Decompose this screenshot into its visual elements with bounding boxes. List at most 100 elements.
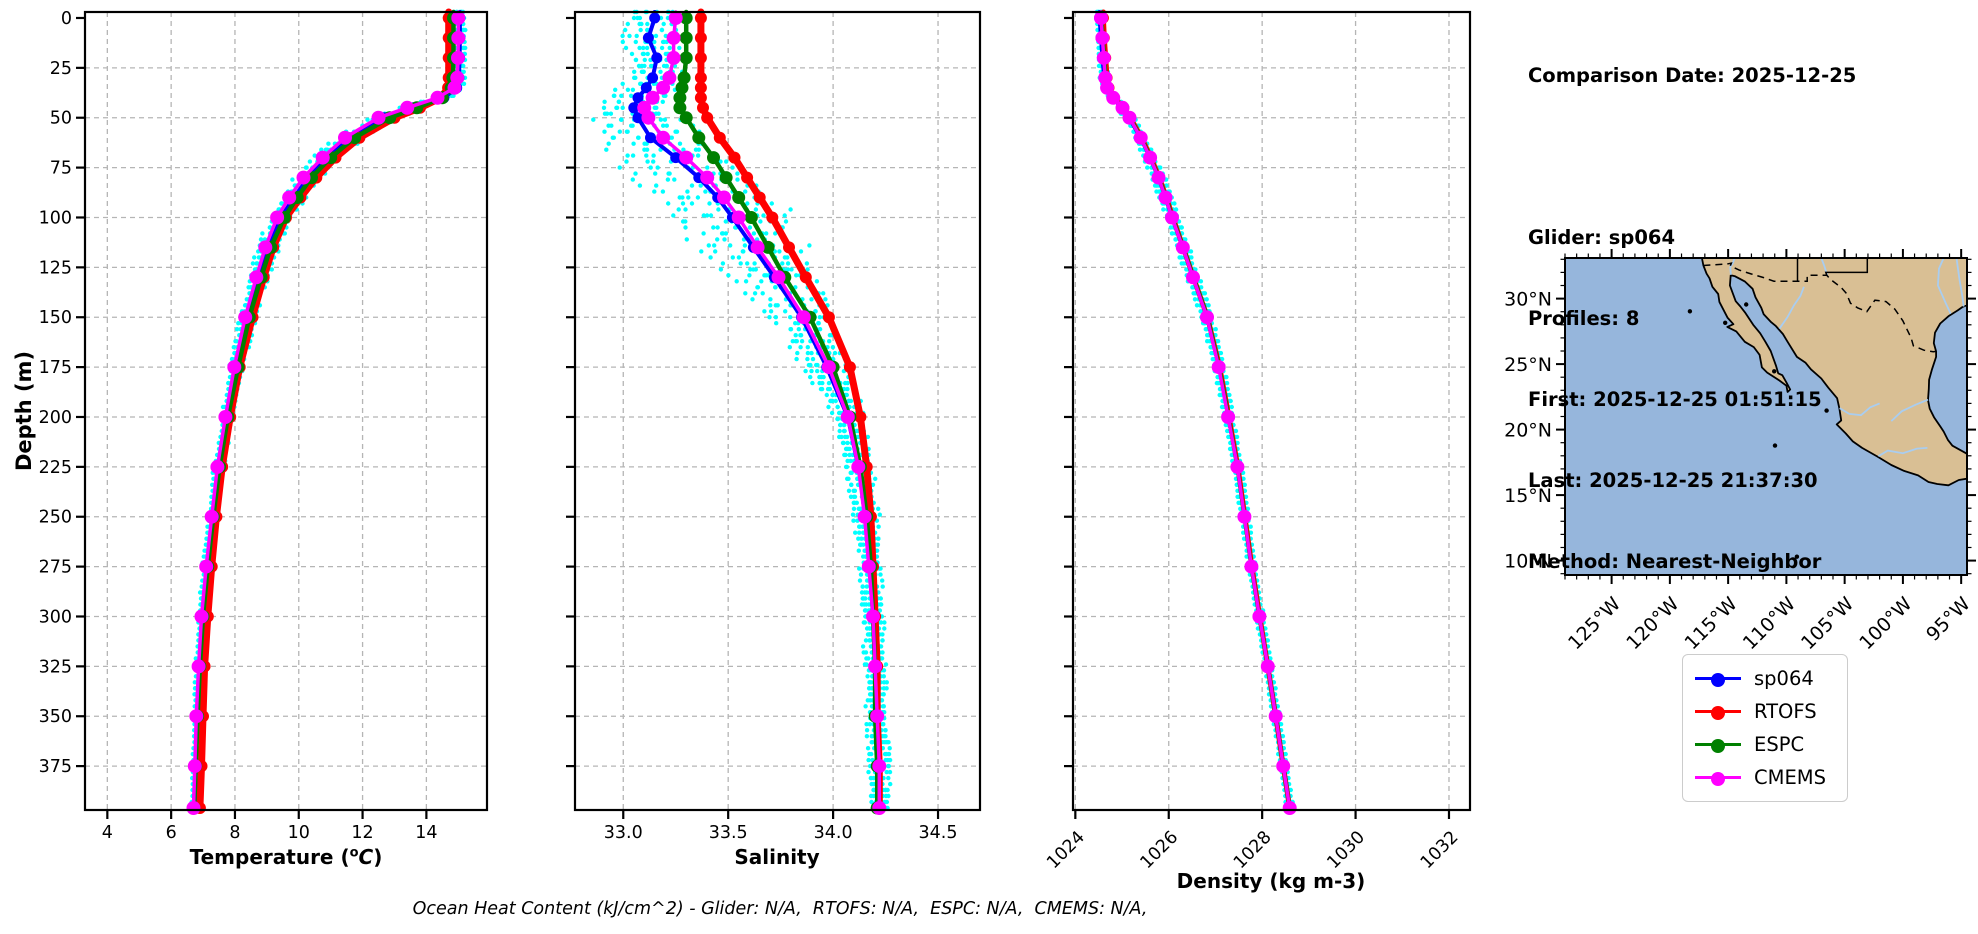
series-RTOFS xyxy=(694,8,886,814)
map-island xyxy=(1794,554,1800,559)
svg-text:1026: 1026 xyxy=(1137,827,1183,873)
legend-item-RTOFS: RTOFS xyxy=(1683,695,1847,728)
glider-id: Glider: sp064 xyxy=(1528,226,1676,249)
series-CMEMS xyxy=(637,10,887,815)
svg-text:200: 200 xyxy=(39,408,72,428)
svg-text:30°N: 30°N xyxy=(1504,289,1552,311)
legend-label: RTOFS xyxy=(1754,699,1817,723)
ocean-heat-content-footer: Ocean Heat Content (kJ/cm^2) - Glider: N… xyxy=(412,899,1148,919)
svg-text:125°W: 125°W xyxy=(1564,593,1625,654)
svg-text:1028: 1028 xyxy=(1230,827,1276,873)
density-plot: 1024 1026 1028 1030 1032 xyxy=(1043,9,1472,873)
svg-text:125: 125 xyxy=(39,258,72,278)
svg-text:12: 12 xyxy=(351,823,373,843)
svg-text:250: 250 xyxy=(39,508,72,528)
legend-label: sp064 xyxy=(1754,666,1814,690)
info-panel: Comparison Date: 2025-12-25 Glider: sp06… xyxy=(1528,8,1856,602)
legend-label: CMEMS xyxy=(1754,765,1826,789)
svg-text:115°W: 115°W xyxy=(1680,593,1741,654)
map-river xyxy=(1936,258,1952,315)
legend-marker-dot xyxy=(1711,739,1725,753)
svg-text:34.5: 34.5 xyxy=(919,823,958,843)
legend-line-sample xyxy=(1695,772,1741,786)
legend-marker-dot xyxy=(1711,706,1725,720)
svg-text:20°N: 20°N xyxy=(1504,420,1552,442)
svg-text:150: 150 xyxy=(39,308,72,328)
temperature-axis-label-text: Temperature ( xyxy=(189,845,350,869)
svg-text:4: 4 xyxy=(102,823,113,843)
svg-text:100: 100 xyxy=(39,208,72,228)
first-profile-time: First: 2025-12-25 01:51:15 xyxy=(1528,388,1822,411)
svg-text:6: 6 xyxy=(166,823,177,843)
comparison-date: Comparison Date: 2025-12-25 xyxy=(1528,64,1857,87)
last-profile-time: Last: 2025-12-25 21:37:30 xyxy=(1528,469,1818,492)
map-land xyxy=(1701,258,1967,487)
legend-line-sample xyxy=(1695,673,1741,687)
svg-text:225: 225 xyxy=(39,458,72,478)
map-island xyxy=(1772,443,1778,448)
svg-text:275: 275 xyxy=(39,558,72,578)
glider-raw-points xyxy=(1094,9,1295,811)
series-CMEMS xyxy=(1094,10,1297,815)
svg-text:1032: 1032 xyxy=(1417,827,1463,873)
svg-text:325: 325 xyxy=(39,657,72,677)
salinity-plot: 33.0 33.5 34.0 34.5 xyxy=(566,8,982,843)
svg-text:10: 10 xyxy=(288,823,310,843)
legend-marker-dot xyxy=(1711,673,1725,687)
map-island xyxy=(1744,302,1749,307)
svg-text:25: 25 xyxy=(50,59,72,79)
map-state-line xyxy=(1824,258,1869,276)
series-sp064 xyxy=(1094,10,1296,814)
svg-text:10°N: 10°N xyxy=(1504,551,1552,573)
svg-text:175: 175 xyxy=(39,358,72,378)
svg-text:8: 8 xyxy=(229,823,240,843)
svg-text:14: 14 xyxy=(415,823,437,843)
svg-text:25°N: 25°N xyxy=(1504,354,1552,376)
svg-text:0: 0 xyxy=(61,9,72,29)
map-border-dashed xyxy=(1703,262,1937,353)
svg-text:375: 375 xyxy=(39,757,72,777)
temperature-axis-label: Temperature (oC) xyxy=(190,845,383,869)
profiles-count: Profiles: 8 xyxy=(1528,307,1640,330)
legend-item-sp064: sp064 xyxy=(1683,662,1847,695)
svg-text:15°N: 15°N xyxy=(1504,485,1552,507)
map-island xyxy=(1824,408,1829,413)
map-island xyxy=(1723,320,1728,325)
map-river xyxy=(1729,258,1736,275)
map-geography xyxy=(1565,258,1967,575)
svg-text:75: 75 xyxy=(50,159,72,179)
method: Method: Nearest-Neighbor xyxy=(1528,550,1822,573)
map-river xyxy=(1778,286,1805,330)
svg-text:110°W: 110°W xyxy=(1739,593,1800,654)
info-spacer xyxy=(1528,143,1856,170)
map-river xyxy=(1877,447,1928,457)
series-ESPC xyxy=(1095,10,1296,814)
svg-text:350: 350 xyxy=(39,707,72,727)
svg-text:33.5: 33.5 xyxy=(709,823,748,843)
series-RTOFS xyxy=(1097,9,1296,814)
legend-item-CMEMS: CMEMS xyxy=(1683,761,1847,794)
temperature-unit: C xyxy=(358,845,374,869)
map-river xyxy=(1839,402,1880,417)
map-river xyxy=(1955,258,1965,307)
svg-text:105°W: 105°W xyxy=(1797,593,1858,654)
depth-axis-label: Depth (m) xyxy=(12,350,36,472)
temperature-axis-label-close: ) xyxy=(373,845,383,869)
legend-label: ESPC xyxy=(1754,732,1805,756)
map-island xyxy=(1687,309,1693,314)
svg-text:120°W: 120°W xyxy=(1622,593,1683,654)
series-CMEMS xyxy=(186,10,466,815)
svg-text:1024: 1024 xyxy=(1043,827,1089,873)
legend-item-ESPC: ESPC xyxy=(1683,728,1847,761)
svg-text:50: 50 xyxy=(50,109,72,129)
temperature-degree-sup: o xyxy=(349,845,359,861)
legend-line-sample xyxy=(1695,706,1741,720)
svg-text:1030: 1030 xyxy=(1323,827,1369,873)
legend: sp064 RTOFS ESPC CMEMS xyxy=(1682,654,1848,802)
temperature-plot: 4 6 8 10 12 14 0 25 50 75 100 125 150 175 200 225 250 275… xyxy=(39,8,489,843)
map-island xyxy=(1772,369,1777,374)
density-axis-label: Density (kg m-3) xyxy=(1176,869,1366,893)
legend-line-sample xyxy=(1695,739,1741,753)
